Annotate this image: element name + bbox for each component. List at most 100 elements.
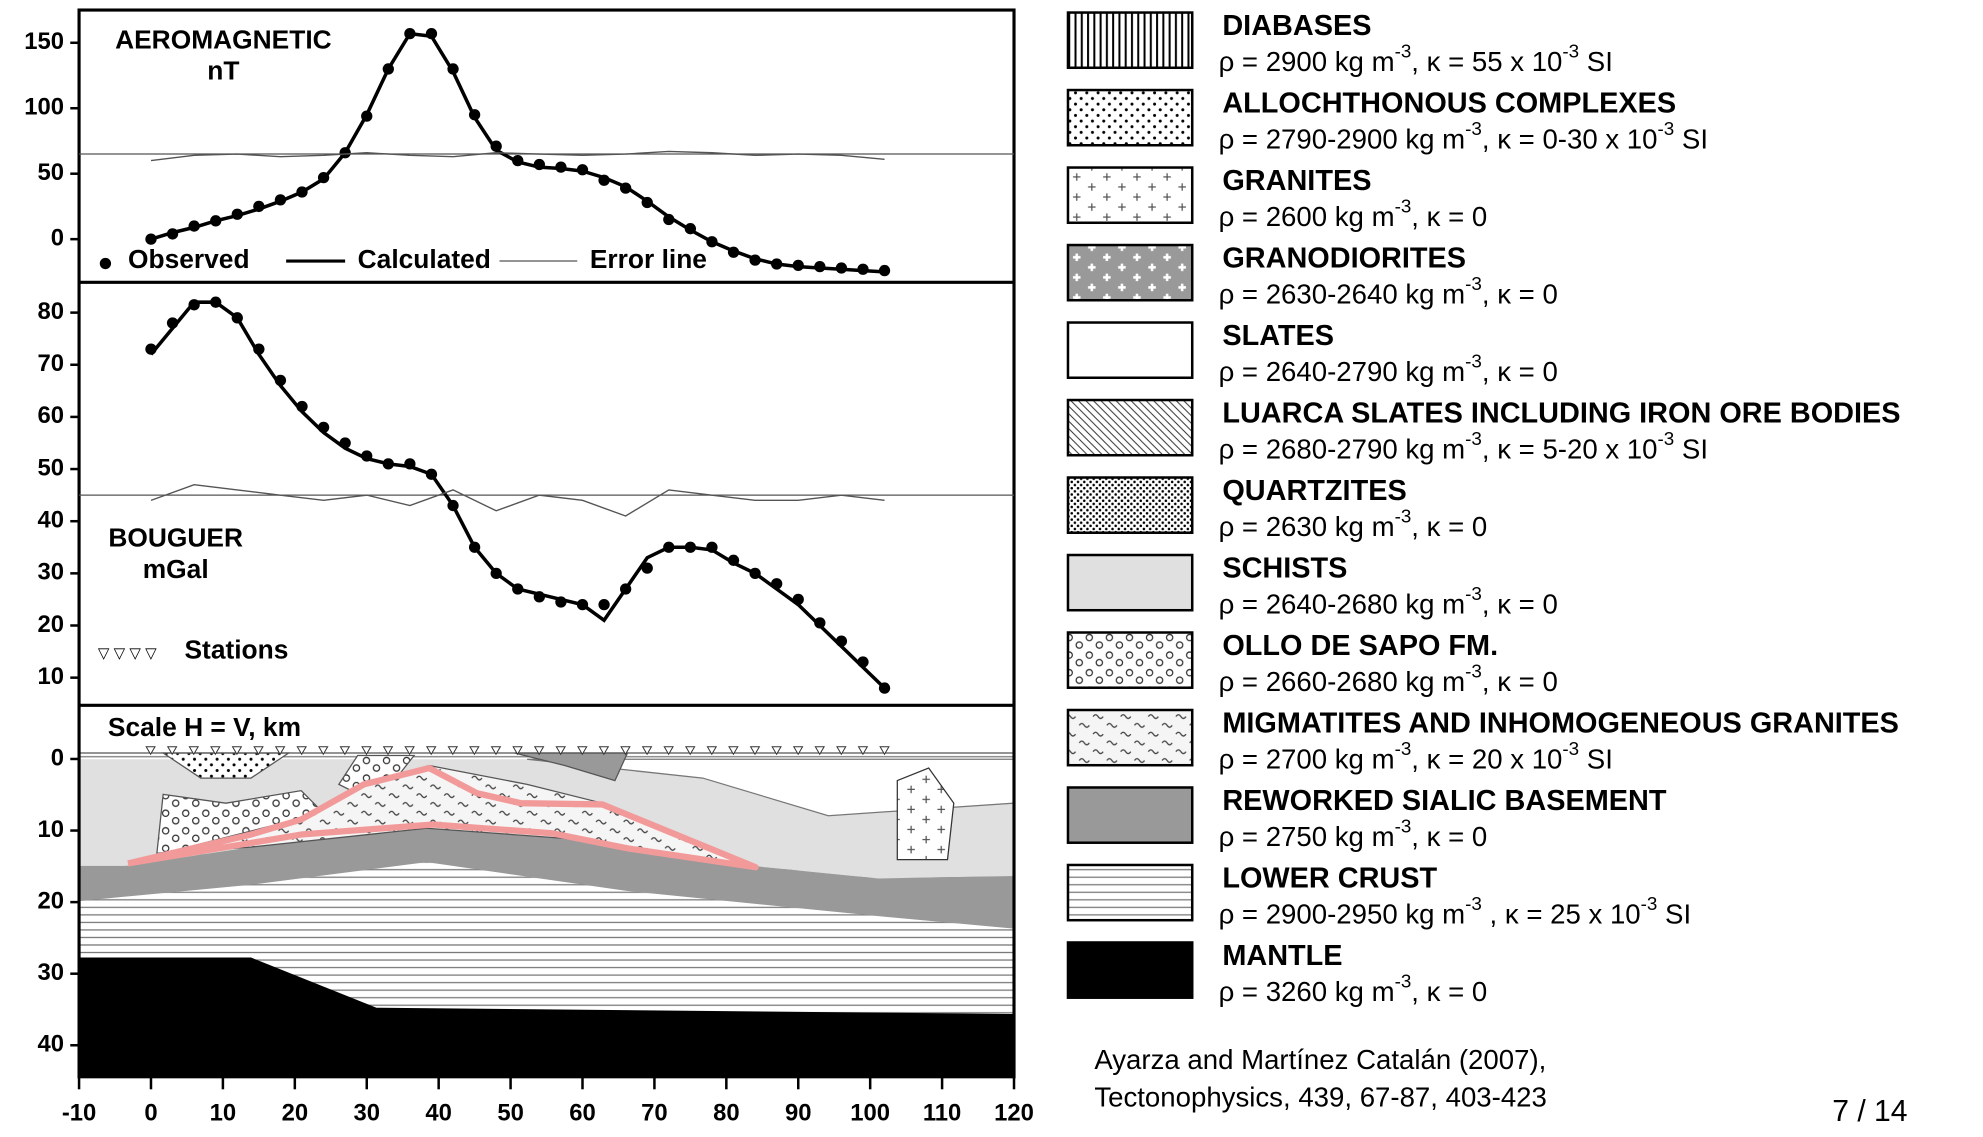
description-part: , κ = 0-30 x 10 (1482, 124, 1658, 155)
legend-description: ρ = 2900-2950 kg m-3 , κ = 25 x 10-3 SI (1219, 893, 1692, 930)
legend-label: Stations (184, 634, 288, 664)
legend-description: ρ = 2640-2790 kg m-3, κ = 0 (1219, 351, 1558, 388)
y-tick-label: 50 (37, 159, 64, 186)
y-tick-label: 80 (37, 298, 64, 325)
description-part: ρ = 2640-2680 kg m (1219, 589, 1466, 620)
observed-point (641, 562, 653, 574)
superscript: -3 (1641, 893, 1658, 914)
panel-title: Scale H = V, km (108, 712, 301, 742)
panel-subtitle: mGal (143, 554, 209, 584)
y-tick-label: 0 (51, 744, 64, 771)
y-tick-label: 150 (24, 28, 64, 55)
station (814, 746, 826, 756)
calculated-line (150, 31, 885, 274)
x-tick-label: 30 (353, 1100, 380, 1127)
y-tick-label: 40 (37, 1031, 64, 1058)
legend-swatch (1066, 11, 1194, 70)
legend-swatch (1066, 166, 1194, 225)
description-part: ρ = 2630 kg m (1219, 511, 1395, 542)
legend-name: SLATES (1222, 320, 1334, 352)
legend-symbol (99, 257, 112, 270)
station (404, 746, 415, 756)
superscript: -3 (1562, 738, 1579, 759)
description-part: , κ = 20 x 10 (1411, 744, 1562, 775)
x-tick-label: 10 (210, 1100, 237, 1127)
superscript: -3 (1395, 816, 1412, 837)
citation: Ayarza and Martínez Catalán (2007), (1094, 1044, 1546, 1075)
superscript: -3 (1465, 351, 1482, 372)
superscript: -3 (1395, 971, 1412, 992)
description-part: , κ = 0 (1411, 821, 1487, 852)
legend-label: Calculated (358, 244, 491, 274)
panel-subtitle: nT (207, 56, 239, 86)
observed-point (598, 598, 610, 611)
legend-description: ρ = 2630-2640 kg m-3, κ = 0 (1219, 273, 1558, 310)
superscript: -3 (1395, 41, 1412, 62)
y-tick-label: 10 (37, 663, 64, 690)
description-part: ρ = 2700 kg m (1219, 744, 1395, 775)
x-tick-label: 60 (569, 1100, 596, 1127)
description-part: , κ = 0 (1411, 511, 1487, 542)
legend-description: ρ = 2660-2680 kg m-3, κ = 0 (1219, 661, 1558, 698)
station (318, 746, 329, 756)
x-tick-label: 100 (850, 1100, 890, 1127)
legend-swatch (1066, 708, 1194, 767)
station (361, 746, 372, 756)
error-line (150, 150, 885, 162)
y-tick-label: 100 (24, 94, 64, 121)
panel-title: AEROMAGNETIC (115, 24, 332, 54)
y-tick-label: 20 (37, 887, 64, 914)
description-part: ρ = 2660-2680 kg m (1219, 666, 1466, 697)
superscript: -3 (1465, 118, 1482, 139)
superscript: -3 (1395, 738, 1412, 759)
legend-description: ρ = 2790-2900 kg m-3, κ = 0-30 x 10-3 SI (1219, 118, 1708, 155)
station (684, 746, 696, 756)
station (836, 746, 847, 756)
station (253, 746, 264, 756)
legend-swatch (1066, 398, 1194, 457)
frame (77, 8, 1016, 1079)
station (857, 746, 869, 756)
station (274, 746, 286, 756)
station (706, 746, 718, 756)
error-line (150, 483, 885, 517)
reworked-basement (79, 828, 1015, 929)
station (771, 746, 782, 756)
description-part: ρ = 2680-2790 kg m (1219, 434, 1466, 465)
x-tick-label: 0 (144, 1100, 157, 1127)
y-tick-label: 20 (37, 611, 64, 638)
legend-swatch (1066, 553, 1194, 612)
legend-description: ρ = 2640-2680 kg m-3, κ = 0 (1219, 583, 1558, 620)
y-tick-label: 30 (37, 959, 64, 986)
legend-description: ρ = 2600 kg m-3, κ = 0 (1219, 196, 1488, 233)
legend-swatch (1066, 88, 1194, 147)
station (792, 746, 804, 756)
legend-name: GRANODIORITES (1222, 243, 1466, 275)
description-part: , κ = 5-20 x 10 (1482, 434, 1658, 465)
station (339, 746, 351, 756)
legend-label: Error line (590, 244, 707, 274)
legend-description: ρ = 2630 kg m-3, κ = 0 (1219, 506, 1488, 543)
description-part: , κ = 0 (1482, 666, 1558, 697)
y-tick-label: 70 (37, 350, 64, 377)
station (469, 746, 480, 756)
granite-body (896, 767, 955, 861)
legend-name: LOWER CRUST (1222, 863, 1437, 895)
legend-symbol: ▽ ▽ ▽ ▽ (98, 645, 157, 662)
description-part: SI (1579, 744, 1613, 775)
description-part: ρ = 2640-2790 kg m (1219, 356, 1466, 387)
x-tick-label: 20 (282, 1100, 309, 1127)
station (188, 746, 200, 756)
legend-name: REWORKED SIALIC BASEMENT (1222, 785, 1666, 817)
superscript: -3 (1395, 196, 1412, 217)
description-part: SI (1674, 124, 1708, 155)
x-tick-label: 50 (497, 1100, 524, 1127)
superscript: -3 (1465, 273, 1482, 294)
station (620, 746, 631, 756)
station (577, 746, 588, 756)
station (728, 746, 739, 756)
superscript: -3 (1465, 428, 1482, 449)
description-part: , κ = 0 (1411, 976, 1487, 1007)
